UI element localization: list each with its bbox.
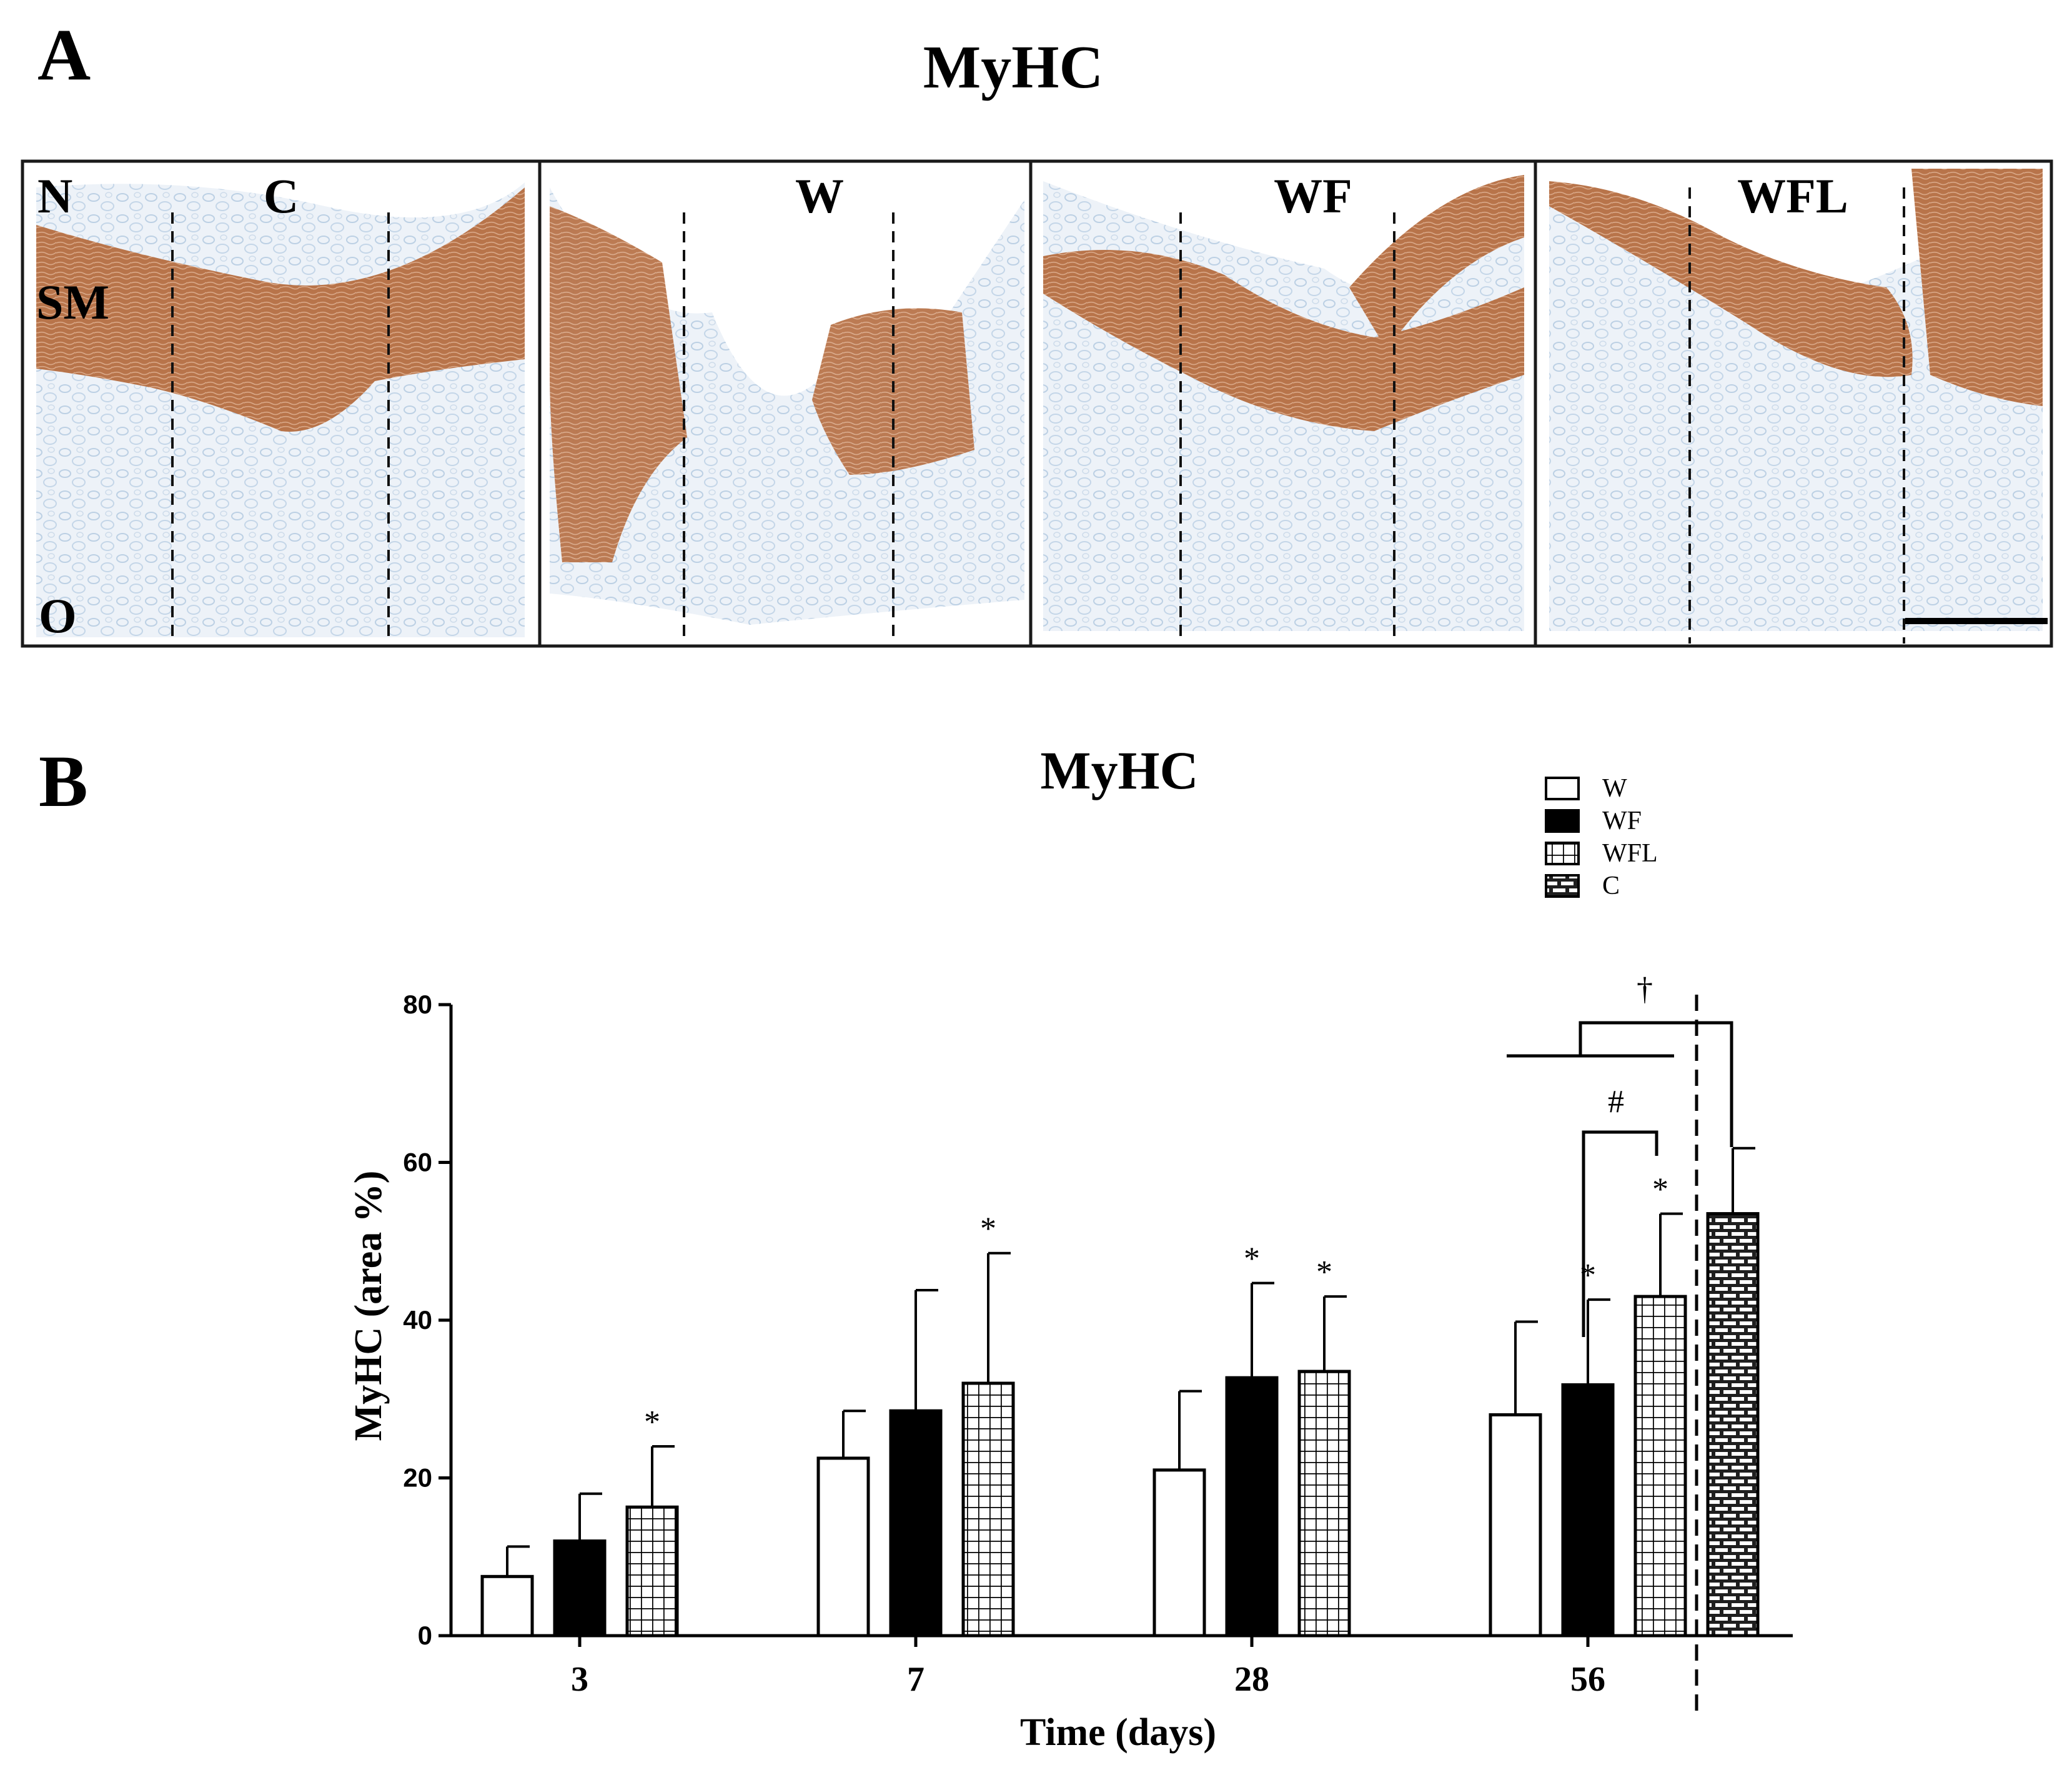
- bracket-vs-control: [1579, 1021, 1733, 1147]
- bar-wfl-3: [625, 1505, 679, 1638]
- x-tick-label-3: 3: [571, 1660, 588, 1699]
- legend-label-wf: WF: [1602, 807, 1642, 835]
- y-axis-title: MyHC (area %): [347, 1171, 390, 1441]
- panel-frame-wfl: [1534, 159, 2053, 648]
- histology-panel-c: [22, 161, 540, 646]
- histology-panel-wf: [1031, 161, 1535, 646]
- layer-label-sm: SM: [36, 275, 109, 329]
- bar-wf-56: [1561, 1383, 1615, 1638]
- y-tick-label-80: 80: [403, 990, 432, 1019]
- panel-label-wfl: WFL: [1737, 169, 1848, 223]
- bracket-wf-wfl: [1582, 1130, 1658, 1337]
- bar-wf-3: [553, 1539, 607, 1638]
- y-tick-label-40: 40: [403, 1305, 432, 1335]
- histology-strip: N SM O C W WF WFL: [21, 159, 2053, 648]
- bar-wfl-7: [961, 1381, 1015, 1638]
- dagger-annotation: †: [1637, 972, 1653, 1007]
- bar-w-56: [1489, 1413, 1542, 1638]
- x-tick-label-28: 28: [1234, 1660, 1269, 1699]
- bar-wfl-28: [1297, 1370, 1351, 1638]
- panel-b-letter: B: [39, 740, 88, 822]
- panel-label-w: W: [795, 169, 844, 223]
- y-tick-label-60: 60: [403, 1148, 432, 1177]
- panel-a-title: MyHC: [923, 34, 1104, 101]
- x-axis-title: Time (days): [1020, 1711, 1216, 1754]
- sig-star-wfl-3: *: [644, 1405, 660, 1440]
- bar-wf-7: [889, 1409, 943, 1638]
- layer-label-o: O: [39, 589, 77, 643]
- legend: W WF WFL C: [1545, 774, 1658, 900]
- histology-panel-w: [540, 161, 1031, 646]
- hash-annotation: #: [1608, 1084, 1624, 1120]
- layer-label-n: N: [37, 169, 72, 223]
- bar-wf-28: [1225, 1376, 1279, 1638]
- legend-item-c: C: [1545, 872, 1620, 900]
- chart-title: MyHC: [1040, 740, 1198, 800]
- sig-star-wfl-56: *: [1652, 1172, 1668, 1208]
- panel-a-letter: A: [37, 14, 91, 96]
- legend-label-wfl: WFL: [1602, 839, 1658, 868]
- bar-w-28: [1152, 1468, 1206, 1638]
- bar-control: [1706, 1212, 1760, 1638]
- legend-item-w: W: [1545, 774, 1627, 803]
- y-tick-label-0: 0: [418, 1621, 432, 1650]
- panel-label-wf: WF: [1274, 169, 1352, 223]
- x-tick-label-56: 56: [1570, 1660, 1605, 1699]
- sig-star-wf-28: *: [1244, 1241, 1260, 1277]
- sig-star-wfl-28: *: [1316, 1255, 1332, 1290]
- legend-label-w: W: [1602, 774, 1627, 803]
- bar-w-7: [816, 1456, 870, 1638]
- histology-panel-wfl: [1535, 161, 2051, 646]
- sig-star-wfl-7: *: [980, 1211, 996, 1247]
- legend-item-wfl: WFL: [1545, 839, 1658, 868]
- legend-label-c: C: [1602, 872, 1620, 900]
- legend-item-wf: WF: [1545, 807, 1642, 835]
- y-tick-label-20: 20: [403, 1463, 432, 1493]
- bar-wfl-56: [1633, 1295, 1687, 1638]
- significance-brackets: [1507, 1021, 1733, 1337]
- x-tick-label-7: 7: [907, 1660, 924, 1699]
- bar-w-3: [480, 1574, 534, 1638]
- panel-label-c: C: [264, 169, 299, 223]
